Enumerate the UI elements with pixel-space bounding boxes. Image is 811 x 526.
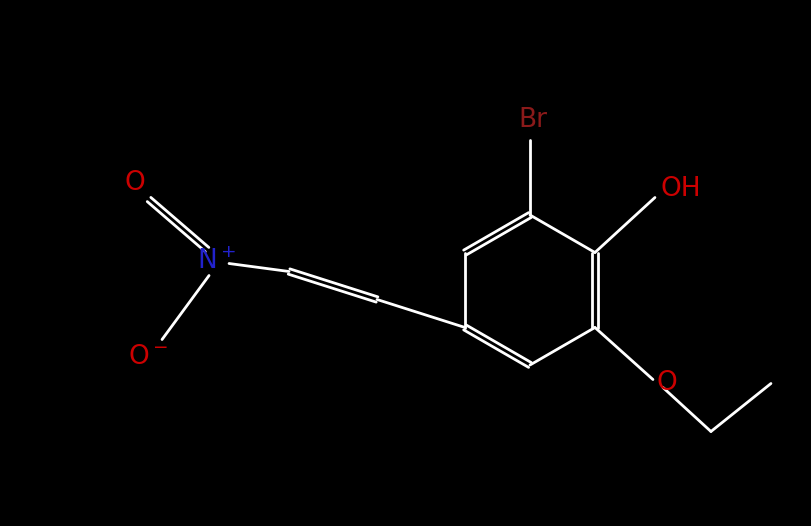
Text: O: O <box>125 170 145 197</box>
Text: O: O <box>656 370 676 397</box>
Text: Br: Br <box>518 107 547 133</box>
Text: O$^-$: O$^-$ <box>128 345 168 370</box>
Text: N$^+$: N$^+$ <box>197 248 236 275</box>
Text: OH: OH <box>660 177 701 203</box>
